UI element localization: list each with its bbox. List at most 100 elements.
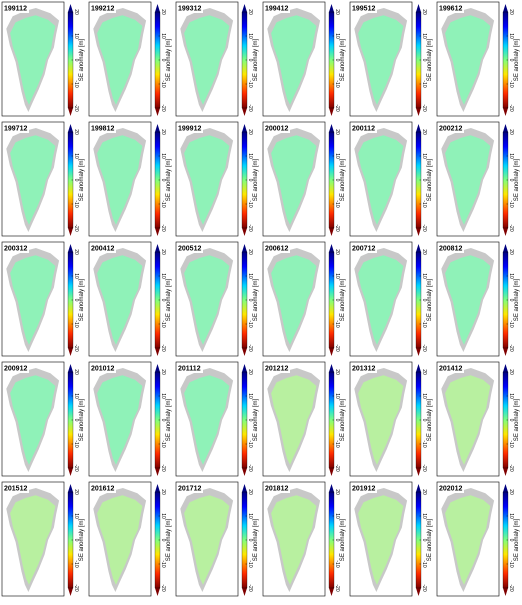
colorbar-tick-label: 0: [247, 299, 253, 302]
panel-label-bg: [264, 363, 290, 373]
colorbar-bottom-arrow: [329, 588, 334, 596]
colorbar-bottom-arrow: [503, 588, 508, 596]
colorbar-tick-label: 20: [247, 129, 253, 135]
colorbar-tick-label: 20: [334, 369, 340, 375]
colorbar-top-arrow: [503, 484, 508, 492]
panel-label-bg: [3, 363, 29, 373]
colorbar-top-arrow: [68, 364, 73, 372]
colorbar-tick-label: 10: [73, 273, 79, 279]
colorbar-tick-label: 10: [508, 153, 514, 159]
panel-label: 201812: [265, 486, 288, 493]
colorbar-tick-label: 0: [421, 539, 427, 542]
colorbar-tick-label: 10: [421, 153, 427, 159]
colorbar-tick-label: 20: [247, 489, 253, 495]
ice-sheet: [184, 375, 230, 465]
colorbar-bottom-arrow: [242, 348, 247, 356]
colorbar-tick-label: 10: [334, 153, 340, 159]
colorbar-bottom-arrow: [503, 108, 508, 116]
colorbar-label: SE anomaly [m]: [340, 518, 346, 561]
colorbar-tick-label: -20: [508, 344, 514, 351]
colorbar-tick-label: -10: [508, 440, 514, 447]
colorbar-label: SE anomaly [m]: [340, 278, 346, 321]
ice-sheet: [10, 255, 56, 345]
colorbar-tick-label: 0: [421, 419, 427, 422]
colorbar-bottom-arrow: [68, 348, 73, 356]
colorbar-tick-label: 10: [247, 273, 253, 279]
colorbar-tick-label: 0: [160, 539, 166, 542]
ice-sheet: [271, 15, 317, 105]
panel-label: 199612: [439, 6, 462, 13]
colorbar-top-arrow: [503, 124, 508, 132]
colorbar-tick-label: 0: [73, 539, 79, 542]
colorbar-label: SE anomaly [m]: [427, 38, 433, 81]
ice-sheet: [97, 135, 143, 225]
colorbar-tick-label: -20: [73, 584, 79, 591]
ice-sheet: [445, 135, 491, 225]
colorbar-label: SE anomaly [m]: [427, 158, 433, 201]
colorbar-tick-label: 0: [160, 179, 166, 182]
colorbar-tick-label: 20: [508, 369, 514, 375]
colorbar-tick-label: 20: [508, 9, 514, 15]
colorbar-tick-label: 10: [160, 393, 166, 399]
colorbar-tick-label: -20: [160, 464, 166, 471]
colorbar-tick-label: 0: [508, 299, 514, 302]
colorbar-bottom-arrow: [329, 468, 334, 476]
colorbar-bottom-arrow: [503, 228, 508, 236]
colorbar-label: SE anomaly [m]: [514, 278, 520, 321]
colorbar-top-arrow: [68, 484, 73, 492]
panel-label: 201412: [439, 366, 462, 373]
colorbar-tick-label: -20: [160, 224, 166, 231]
colorbar-tick-label: 10: [334, 273, 340, 279]
colorbar-tick-label: 10: [508, 273, 514, 279]
colorbar-tick-label: -20: [421, 224, 427, 231]
colorbar-tick-label: 10: [508, 513, 514, 519]
colorbar-bottom-arrow: [155, 348, 160, 356]
colorbar-tick-label: 0: [160, 299, 166, 302]
colorbar-tick-label: -20: [421, 104, 427, 111]
panel-label-bg: [351, 483, 377, 493]
colorbar-tick-label: -20: [160, 104, 166, 111]
panel-label: 200012: [265, 126, 288, 133]
colorbar-top-arrow: [416, 4, 421, 12]
panel-label-bg: [351, 123, 377, 133]
panel-label-bg: [3, 243, 29, 253]
colorbar-bottom-arrow: [155, 468, 160, 476]
colorbar-tick-label: -20: [73, 344, 79, 351]
colorbar-label: SE anomaly [m]: [79, 38, 85, 81]
colorbar-tick-label: -20: [160, 344, 166, 351]
panel-label-bg: [438, 483, 464, 493]
colorbar-tick-label: -20: [73, 464, 79, 471]
colorbar-tick-label: 10: [421, 513, 427, 519]
colorbar-tick-label: 10: [334, 393, 340, 399]
colorbar-tick-label: -10: [247, 200, 253, 207]
colorbar-tick-label: 10: [247, 513, 253, 519]
colorbar-tick-label: -10: [421, 320, 427, 327]
colorbar-tick-label: -10: [334, 320, 340, 327]
colorbar-tick-label: 10: [508, 393, 514, 399]
colorbar-top-arrow: [68, 244, 73, 252]
colorbar-tick-label: 10: [160, 513, 166, 519]
panel-label: 200412: [91, 246, 114, 253]
panel-label-bg: [177, 243, 203, 253]
colorbar-tick-label: -10: [508, 80, 514, 87]
ice-sheet: [445, 495, 491, 585]
panel-label: 202012: [439, 486, 462, 493]
colorbar-bottom-arrow: [416, 348, 421, 356]
colorbar-tick-label: -10: [73, 80, 79, 87]
ice-sheet: [271, 255, 317, 345]
colorbar-tick-label: 10: [247, 33, 253, 39]
panel-label: 201312: [352, 366, 375, 373]
colorbar-label: SE anomaly [m]: [340, 38, 346, 81]
ice-sheet: [184, 135, 230, 225]
colorbar-tick-label: 10: [508, 33, 514, 39]
colorbar-bottom-arrow: [68, 108, 73, 116]
colorbar-bottom-arrow: [242, 228, 247, 236]
ice-sheet: [271, 375, 317, 465]
colorbar-tick-label: 0: [421, 299, 427, 302]
panel-label: 200112: [352, 126, 375, 133]
colorbar-tick-label: 20: [160, 129, 166, 135]
colorbar-tick-label: -20: [508, 104, 514, 111]
colorbar-label: SE anomaly [m]: [514, 158, 520, 201]
panel-label-bg: [90, 483, 116, 493]
colorbar-bottom-arrow: [68, 588, 73, 596]
